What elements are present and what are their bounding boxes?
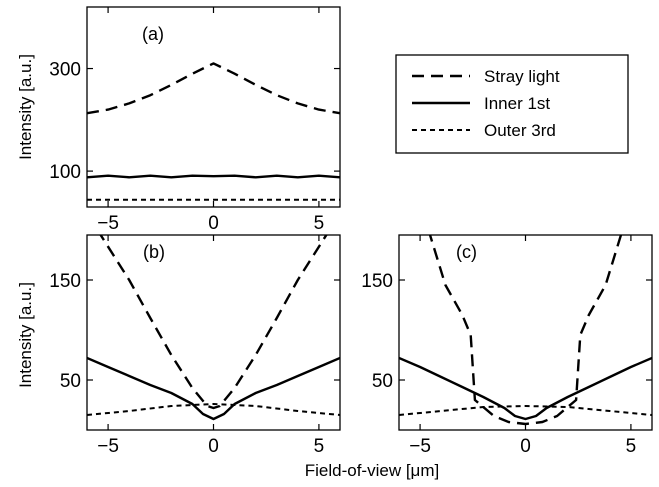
panel-a-ticks: −5 0 5 100 300: [49, 7, 340, 234]
panel-c-series-inner-1st: [399, 356, 652, 421]
legend-label-inner-1st: Inner 1st: [484, 94, 550, 113]
panel-c-xtick-label: 0: [520, 436, 531, 457]
panel-a-series-stray-light: [87, 62, 340, 115]
panel-a-series-inner-1st: [87, 174, 340, 179]
panel-a-ylabel: Intensity [a.u.]: [16, 54, 35, 160]
legend-label-outer-3rd: Outer 3rd: [484, 121, 556, 140]
legend: Stray light Inner 1st Outer 3rd: [395, 54, 629, 154]
panel-a: (a) −5 0 5 100 300: [49, 6, 341, 234]
panel-b: (b) −5 0 5 50 150: [49, 234, 341, 457]
panel-a-ytick-label: 100: [49, 162, 81, 183]
panel-b-ytick-label: 50: [60, 371, 81, 392]
panel-c-series: [399, 235, 652, 426]
panel-a-xtick-label: 0: [208, 213, 219, 234]
panel-c-ytick-label: 50: [372, 371, 393, 392]
panel-b-frame: [86, 234, 341, 431]
panel-c-xtick-label: −5: [409, 436, 431, 457]
panel-b-xtick-label: −5: [97, 436, 119, 457]
panel-c-xtick-label: 5: [626, 436, 637, 457]
panel-c-ticks: −5 0 5 50 150: [361, 235, 652, 457]
panel-c-label: (c): [456, 242, 477, 262]
panel-b-series-stray-light: [99, 235, 328, 410]
panel-b-xtick-label: 0: [208, 436, 219, 457]
legend-label-stray-light: Stray light: [484, 67, 560, 86]
x-axis-label: Field-of-view [μm]: [305, 461, 439, 480]
panel-b-series-outer-3rd: [87, 403, 340, 416]
panel-c: (c) −5 0 5 50 150: [361, 234, 653, 457]
panel-c-frame: [398, 234, 653, 431]
panel-a-ytick-label: 300: [49, 60, 81, 81]
panel-b-xtick-label: 5: [314, 436, 325, 457]
panel-a-xtick-label: 5: [314, 213, 325, 234]
panel-a-xtick-label: −5: [97, 213, 119, 234]
panel-c-series-outer-3rd: [399, 405, 652, 416]
panel-b-series: [87, 235, 340, 421]
panel-b-ticks: −5 0 5 50 150: [49, 235, 340, 457]
panel-b-series-inner-1st: [87, 356, 340, 421]
panel-b-ylabel: Intensity [a.u.]: [16, 282, 35, 388]
panel-a-series: [87, 62, 340, 201]
panel-b-ytick-label: 150: [49, 271, 81, 292]
panel-b-label: (b): [143, 242, 165, 262]
panel-a-label: (a): [142, 24, 164, 44]
panel-c-ytick-label: 150: [361, 271, 393, 292]
